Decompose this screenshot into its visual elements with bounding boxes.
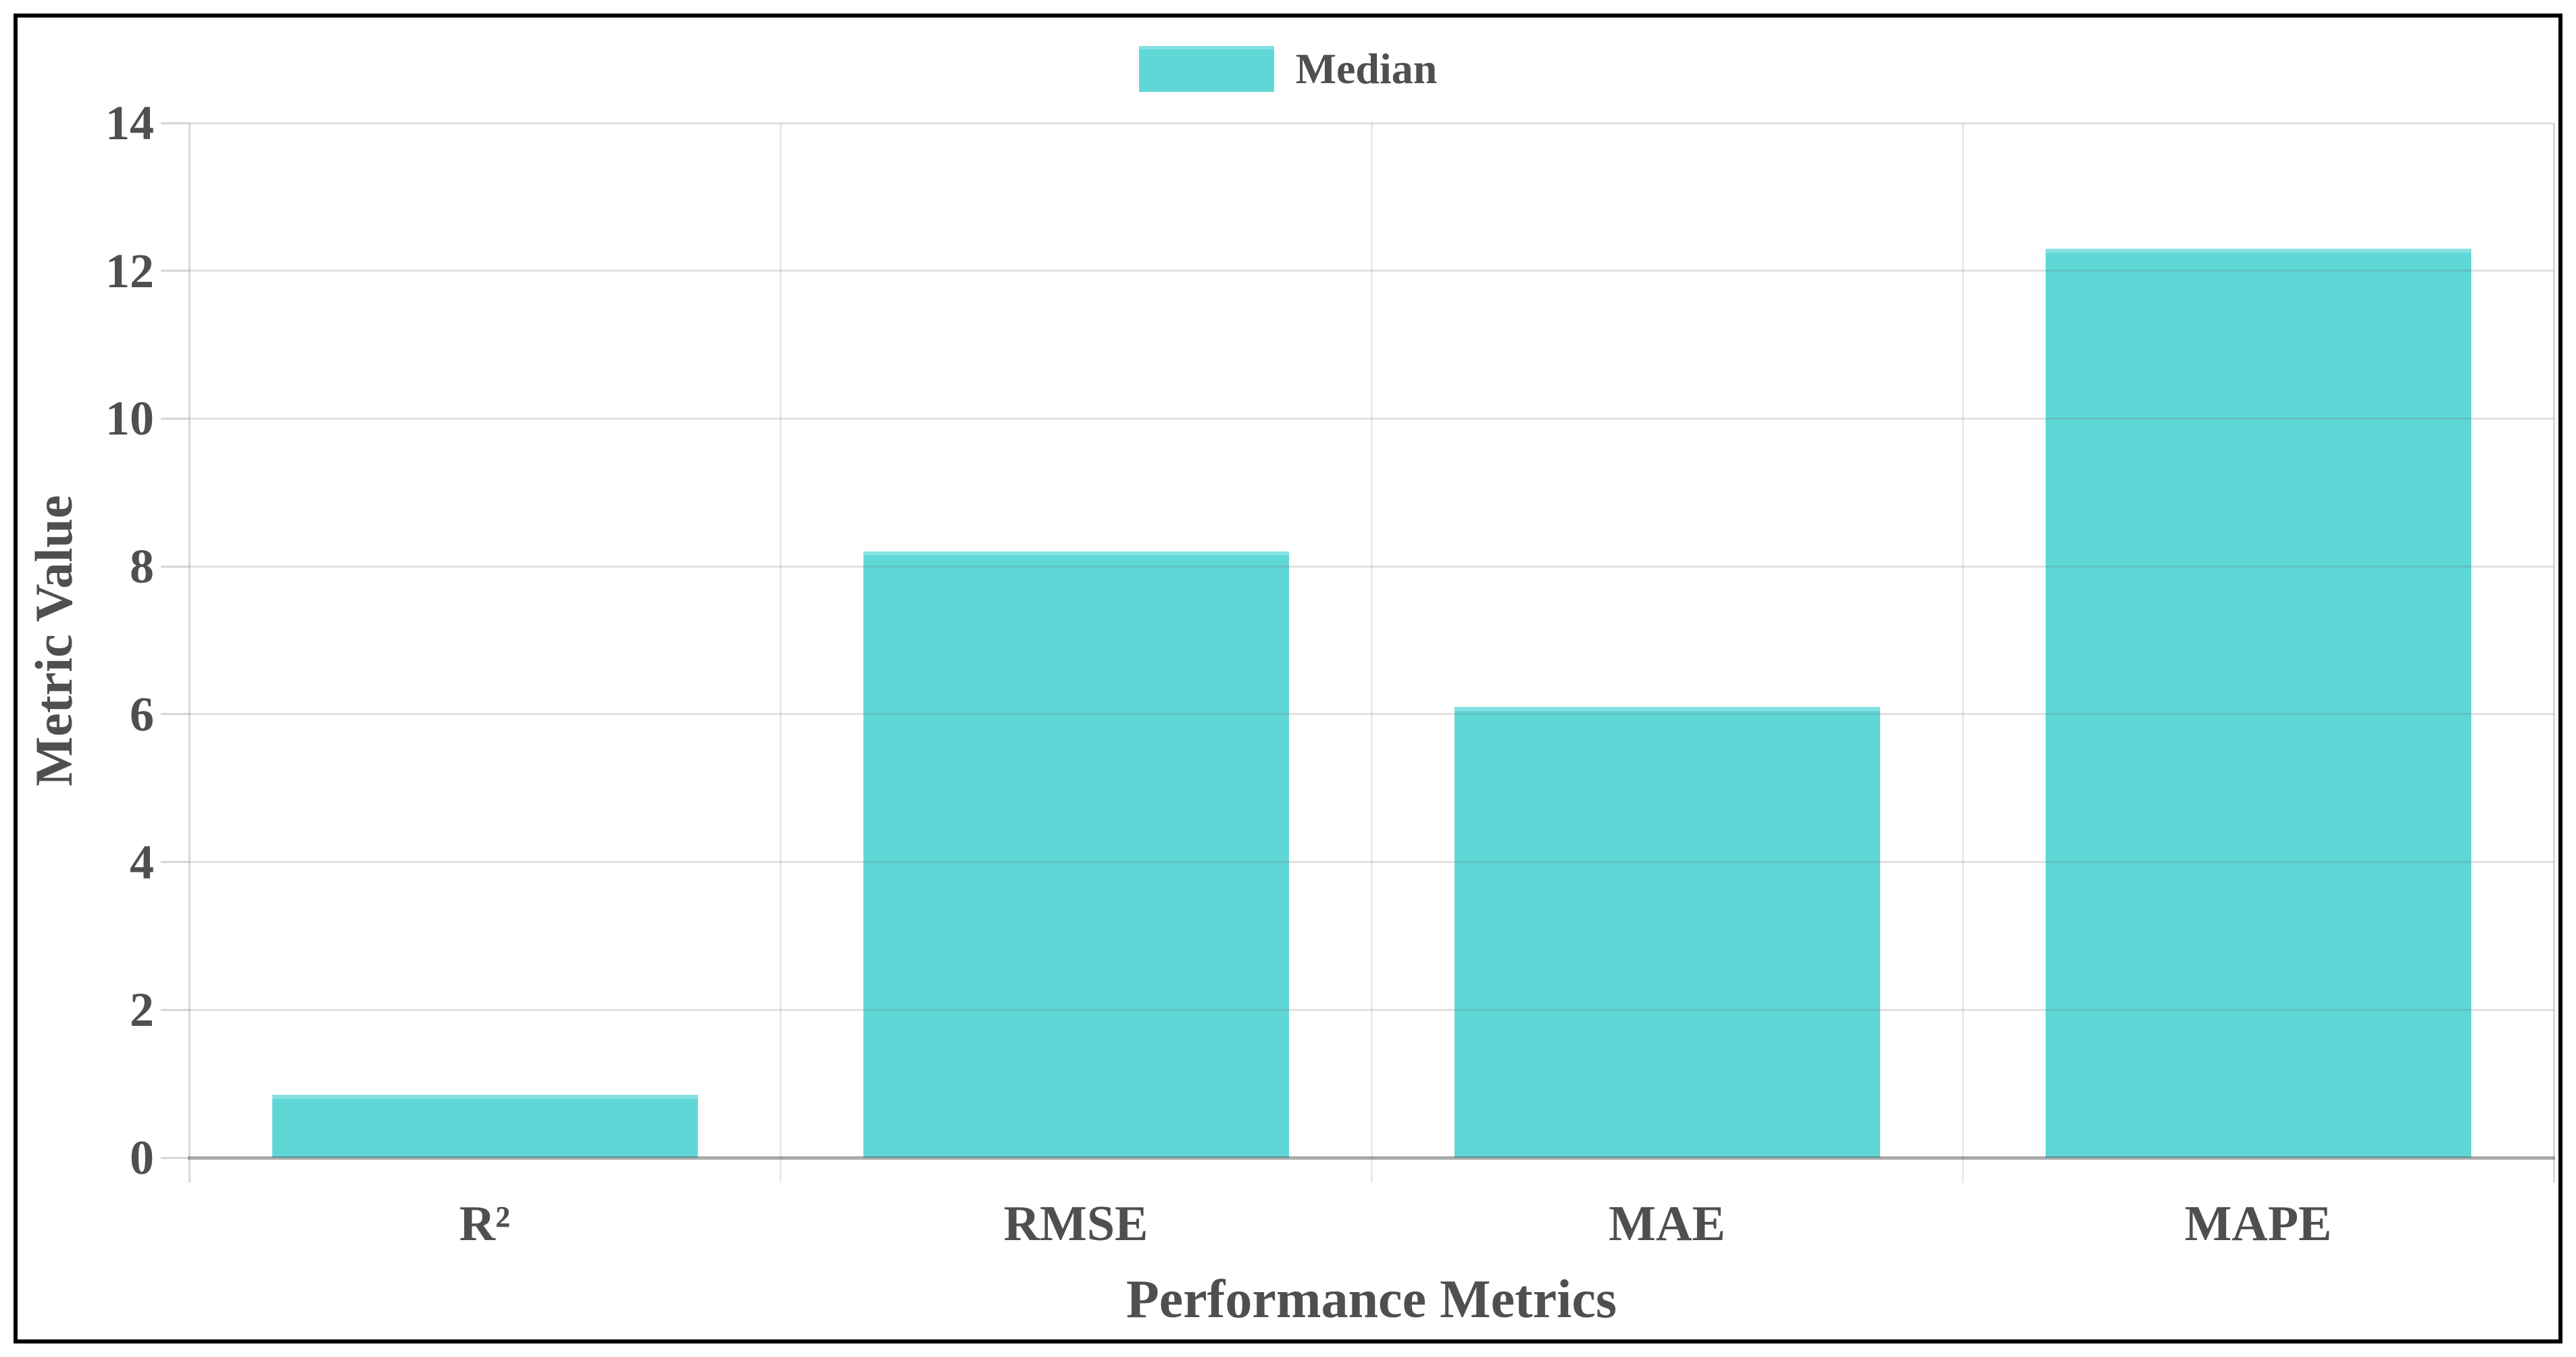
horizontal-gridline <box>189 565 2554 568</box>
y-tick-mark <box>161 270 189 272</box>
x-category-label-rmse: RMSE <box>1003 1196 1148 1252</box>
y-tick-label: 8 <box>130 539 154 594</box>
y-tick-mark <box>161 417 189 420</box>
y-tick-label: 6 <box>130 687 154 741</box>
y-tick-mark <box>161 861 189 864</box>
legend-swatch-median[interactable] <box>1138 46 1274 92</box>
category-gridline <box>1370 123 1373 1183</box>
x-category-label-mae: MAE <box>1609 1196 1725 1252</box>
y-tick-mark <box>161 122 189 124</box>
x-axis-title: Performance Metrics <box>1126 1270 1617 1329</box>
bar-mape[interactable] <box>2045 248 2471 1158</box>
y-tick-label: 14 <box>105 96 154 150</box>
y-tick-label: 0 <box>130 1131 154 1185</box>
x-category-label-mape: MAPE <box>2184 1196 2332 1252</box>
bar-r[interactable] <box>272 1095 698 1158</box>
category-gridline <box>1961 123 1964 1183</box>
y-axis-title: Metric Value <box>24 495 83 787</box>
bar-mae[interactable] <box>1454 706 1880 1158</box>
horizontal-gridline <box>189 417 2554 420</box>
y-tick-mark <box>161 713 189 716</box>
horizontal-gridline <box>189 270 2554 272</box>
y-tick-mark <box>161 1008 189 1011</box>
y-tick-mark <box>161 565 189 568</box>
plot-right-border <box>2552 123 2555 1183</box>
x-axis-baseline <box>188 1156 2555 1160</box>
y-tick-mark <box>161 1156 189 1159</box>
y-axis-line <box>188 123 191 1183</box>
horizontal-gridline <box>189 1008 2554 1011</box>
horizontal-gridline <box>189 713 2554 716</box>
category-gridline <box>779 123 782 1183</box>
legend[interactable]: Median <box>0 45 2576 93</box>
y-tick-label: 2 <box>130 983 154 1037</box>
horizontal-gridline <box>189 861 2554 864</box>
plot-area <box>161 122 2555 1183</box>
legend-label-median: Median <box>1295 45 1438 93</box>
y-tick-label: 4 <box>130 835 154 889</box>
bar-rmse[interactable] <box>863 551 1289 1158</box>
horizontal-gridline <box>189 122 2554 124</box>
y-tick-label: 12 <box>105 243 154 298</box>
x-category-label-r: R² <box>459 1196 511 1252</box>
y-tick-label: 10 <box>105 391 154 446</box>
